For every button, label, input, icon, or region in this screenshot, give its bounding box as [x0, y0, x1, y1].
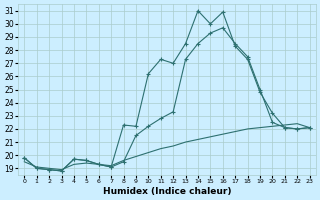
X-axis label: Humidex (Indice chaleur): Humidex (Indice chaleur) [103, 187, 231, 196]
